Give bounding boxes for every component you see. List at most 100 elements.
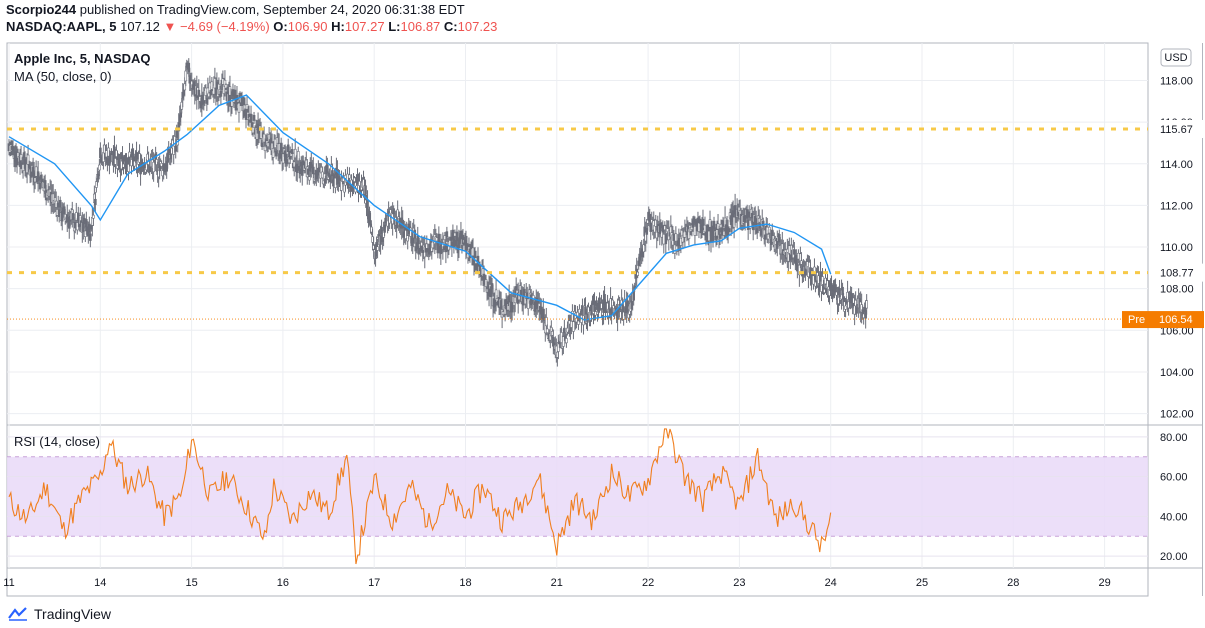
chart-title: Apple Inc, 5, NASDAQ — [14, 51, 151, 66]
candle-body — [546, 328, 549, 334]
candle-body — [174, 145, 178, 152]
price-tick-label: 110.00 — [1160, 242, 1193, 254]
time-tick-label: 25 — [916, 577, 928, 589]
candle-body — [94, 198, 97, 205]
candle-body — [442, 246, 446, 250]
candle-body — [761, 220, 765, 227]
price-tick-label: 114.00 — [1160, 159, 1193, 171]
low-value: 106.87 — [400, 19, 441, 34]
candle-body — [293, 148, 297, 159]
price-tick-label: 112.00 — [1160, 200, 1193, 212]
candle-body — [674, 233, 678, 242]
time-tick-label: 23 — [733, 577, 745, 589]
candle-body — [252, 115, 256, 121]
candle-body — [636, 271, 639, 276]
time-tick-label: 29 — [1098, 577, 1110, 589]
candle-body — [476, 255, 480, 266]
candle-body — [632, 291, 635, 301]
candle-body — [237, 102, 241, 113]
candle-body — [285, 159, 289, 165]
low-key: L: — [388, 19, 401, 34]
candle-body — [594, 311, 597, 316]
price-tick-label: 104.00 — [1160, 367, 1194, 379]
candle-body — [701, 218, 705, 226]
ma-line — [8, 94, 832, 321]
candle-body — [312, 166, 315, 175]
candle-body — [366, 200, 369, 210]
candle-body — [392, 208, 395, 214]
candle-body — [563, 327, 566, 333]
last-price: 107.12 — [120, 19, 160, 34]
candle-body — [184, 70, 188, 82]
candle-body — [452, 238, 456, 248]
candle-body — [273, 138, 277, 148]
published-text: published on TradingView.com, September … — [79, 2, 465, 17]
rsi-tick-label: 40.00 — [1160, 511, 1188, 523]
ma-legend: MA (50, close, 0) — [14, 69, 112, 84]
candle-body — [662, 234, 666, 245]
candle-body — [796, 263, 799, 272]
candle-body — [21, 164, 25, 171]
candle-body — [34, 166, 38, 177]
candle-body — [92, 214, 95, 219]
candle-body — [526, 298, 530, 309]
time-tick-label: 22 — [642, 577, 654, 589]
candle-body — [286, 144, 290, 153]
candle-body — [834, 284, 837, 290]
candle-body — [353, 177, 356, 182]
candle-body — [263, 145, 267, 152]
premarket-badge-value: 106.54 — [1159, 314, 1193, 326]
rsi-legend: RSI (14, close) — [14, 434, 100, 449]
candle-body — [83, 217, 86, 225]
premarket-badge-label: Pre — [1128, 314, 1145, 326]
candle-body — [307, 176, 311, 181]
candle-body — [306, 168, 310, 175]
level-label: 108.77 — [1160, 268, 1194, 280]
candle-body — [727, 228, 731, 233]
publish-info: Scorpio244 published on TradingView.com,… — [6, 2, 465, 17]
rsi-tick-label: 20.00 — [1160, 551, 1188, 563]
candle-body — [841, 286, 844, 296]
candle-body — [562, 336, 565, 347]
candle-body — [290, 149, 294, 154]
price-tick-label: 118.00 — [1160, 75, 1193, 87]
candle-body — [844, 305, 847, 310]
time-tick-label: 14 — [94, 577, 106, 589]
quote-line: NASDAQ:AAPL, 5 107.12 ▼ −4.69 (−4.19%) O… — [6, 19, 497, 34]
price-change: −4.69 (−4.19%) — [180, 19, 270, 34]
candle-body — [603, 294, 606, 305]
symbol-label: NASDAQ:AAPL, 5 — [6, 19, 117, 34]
level-label-bg — [1151, 119, 1203, 138]
candle-body — [58, 199, 62, 208]
high-key: H: — [331, 19, 345, 34]
candle-body — [693, 226, 697, 236]
candle-body — [642, 244, 646, 253]
price-tick-label: 102.00 — [1160, 409, 1194, 421]
price-tick-label: 106.00 — [1160, 325, 1194, 337]
currency-badge — [1160, 48, 1192, 67]
candle-body — [865, 300, 868, 309]
time-tick-label: 18 — [459, 577, 471, 589]
footer-brand: TradingView — [34, 606, 112, 622]
candle-body — [43, 180, 47, 189]
candle-body — [97, 173, 100, 180]
candle-body — [718, 234, 722, 239]
level-label-bg — [1151, 263, 1203, 282]
candle-body — [262, 133, 266, 143]
price-chart[interactable]: 102.00 104.00 106.00 108.00 110.00 112.00 114.… — [0, 0, 1205, 600]
candle-body — [348, 174, 351, 179]
candle-body — [743, 215, 747, 223]
time-tick-label: 17 — [368, 577, 380, 589]
open-value: 106.90 — [287, 19, 328, 34]
candle-body — [152, 161, 155, 173]
candle-body — [712, 220, 716, 229]
candle-body — [565, 338, 568, 344]
candle-body — [453, 232, 457, 237]
candle-body — [572, 321, 575, 332]
down-arrow-icon: ▼ — [163, 19, 177, 34]
time-tick-label: 21 — [551, 577, 563, 589]
candle-body — [230, 98, 234, 107]
high-value: 107.27 — [344, 19, 385, 34]
candles — [7, 58, 868, 367]
candle-body — [645, 228, 649, 235]
